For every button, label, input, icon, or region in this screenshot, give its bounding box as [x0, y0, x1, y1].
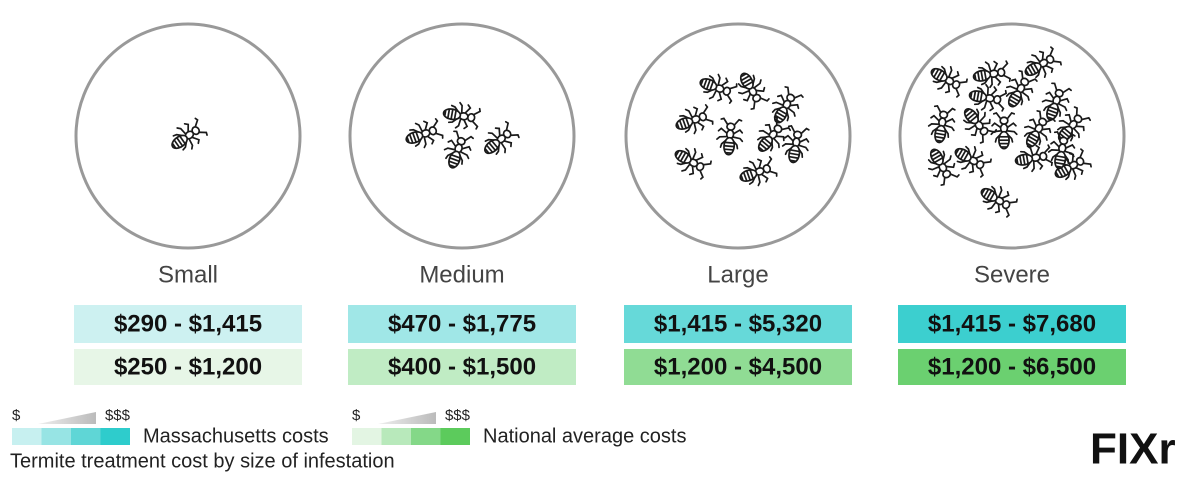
legend-low: $ [12, 407, 21, 424]
legend-wedge [38, 412, 96, 424]
legend-swatch [411, 428, 441, 445]
local-cost-box [898, 305, 1126, 343]
infestation-circle [624, 22, 852, 250]
logo: FIXr [1090, 425, 1176, 474]
local-cost: $1,415 - $5,320 [654, 310, 822, 337]
national-cost-box [348, 349, 576, 385]
legend-high: $$$ [445, 407, 471, 424]
size-label: Small [158, 261, 218, 288]
legend-label: National average costs [483, 425, 686, 447]
national-cost: $250 - $1,200 [114, 353, 262, 380]
local-cost: $470 - $1,775 [388, 310, 536, 337]
caption: Termite treatment cost by size of infest… [10, 450, 395, 472]
legend-swatch [381, 428, 411, 445]
legend-swatch [440, 428, 470, 445]
legend-swatch [100, 428, 130, 445]
legend-low: $ [352, 407, 361, 424]
local-cost: $290 - $1,415 [114, 310, 262, 337]
local-cost-box [74, 305, 302, 343]
legend-swatch [12, 428, 42, 445]
size-label: Severe [974, 261, 1050, 288]
local-cost-box [624, 305, 852, 343]
legend-swatch [41, 428, 71, 445]
local-cost: $1,415 - $7,680 [928, 310, 1096, 337]
local-cost-box [348, 305, 576, 343]
legend-swatch [71, 428, 101, 445]
national-cost: $1,200 - $4,500 [654, 353, 822, 380]
national-cost: $1,200 - $6,500 [928, 353, 1096, 380]
size-label: Large [707, 261, 768, 288]
legend-label: Massachusetts costs [143, 425, 329, 447]
national-cost: $400 - $1,500 [388, 353, 536, 380]
infestation-circle [898, 22, 1126, 250]
legend-wedge [378, 412, 436, 424]
infestation-circle [348, 22, 576, 250]
national-cost-box [898, 349, 1126, 385]
national-cost-box [74, 349, 302, 385]
legend-high: $$$ [105, 407, 131, 424]
legend-swatch [352, 428, 382, 445]
national-cost-box [624, 349, 852, 385]
size-label: Medium [419, 261, 504, 288]
